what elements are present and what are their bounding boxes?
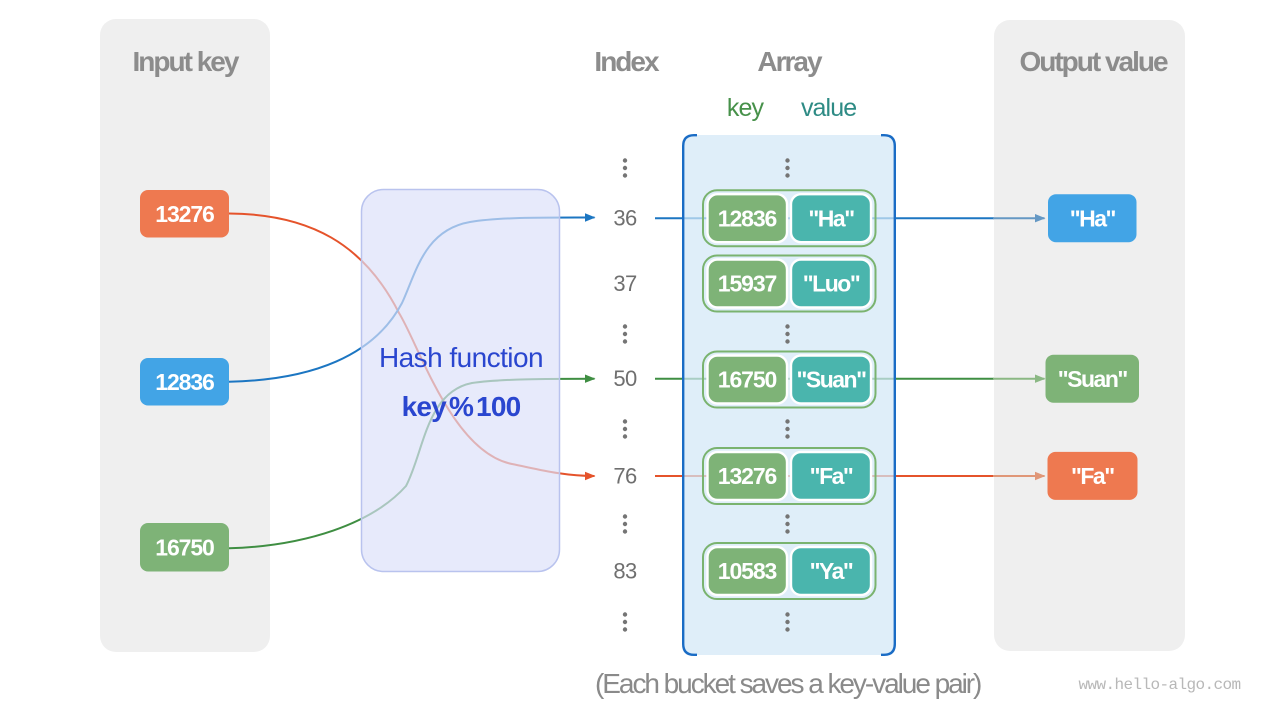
svg-text:12836: 12836 <box>155 369 214 395</box>
svg-text:"Ha": "Ha" <box>808 205 854 231</box>
svg-text:"Luo": "Luo" <box>803 271 860 297</box>
svg-text:50: 50 <box>613 366 637 391</box>
svg-text:13276: 13276 <box>718 463 777 489</box>
svg-text:37: 37 <box>613 271 637 296</box>
svg-text:Output value: Output value <box>1019 46 1168 77</box>
svg-text:15937: 15937 <box>718 271 777 297</box>
svg-text:"Fa": "Fa" <box>810 463 853 489</box>
svg-text:Hash function: Hash function <box>379 342 543 373</box>
svg-text:"Fa": "Fa" <box>1071 463 1114 489</box>
svg-text:83: 83 <box>613 559 637 584</box>
svg-text:76: 76 <box>613 464 637 489</box>
svg-text:Index: Index <box>594 46 660 77</box>
svg-text:"Ha": "Ha" <box>1070 205 1116 231</box>
svg-text:13276: 13276 <box>155 201 214 227</box>
svg-text:www.hello-algo.com: www.hello-algo.com <box>1078 676 1240 694</box>
svg-text:10583: 10583 <box>718 558 777 584</box>
svg-text:"Suan": "Suan" <box>796 367 866 393</box>
svg-text:36: 36 <box>613 206 637 231</box>
svg-text:key: key <box>727 94 765 122</box>
svg-text:"Suan": "Suan" <box>1058 366 1128 392</box>
svg-text:Input key: Input key <box>133 46 240 77</box>
svg-text:16750: 16750 <box>155 535 214 561</box>
svg-text:value: value <box>801 94 856 122</box>
svg-text:(Each bucket saves a key-value: (Each bucket saves a key-value pair) <box>595 668 981 699</box>
svg-text:key%100: key% 100 <box>402 391 521 422</box>
svg-text:"Ya": "Ya" <box>810 558 853 584</box>
svg-text:12836: 12836 <box>718 205 777 231</box>
svg-text:Array: Array <box>757 46 823 77</box>
svg-text:16750: 16750 <box>718 367 777 393</box>
